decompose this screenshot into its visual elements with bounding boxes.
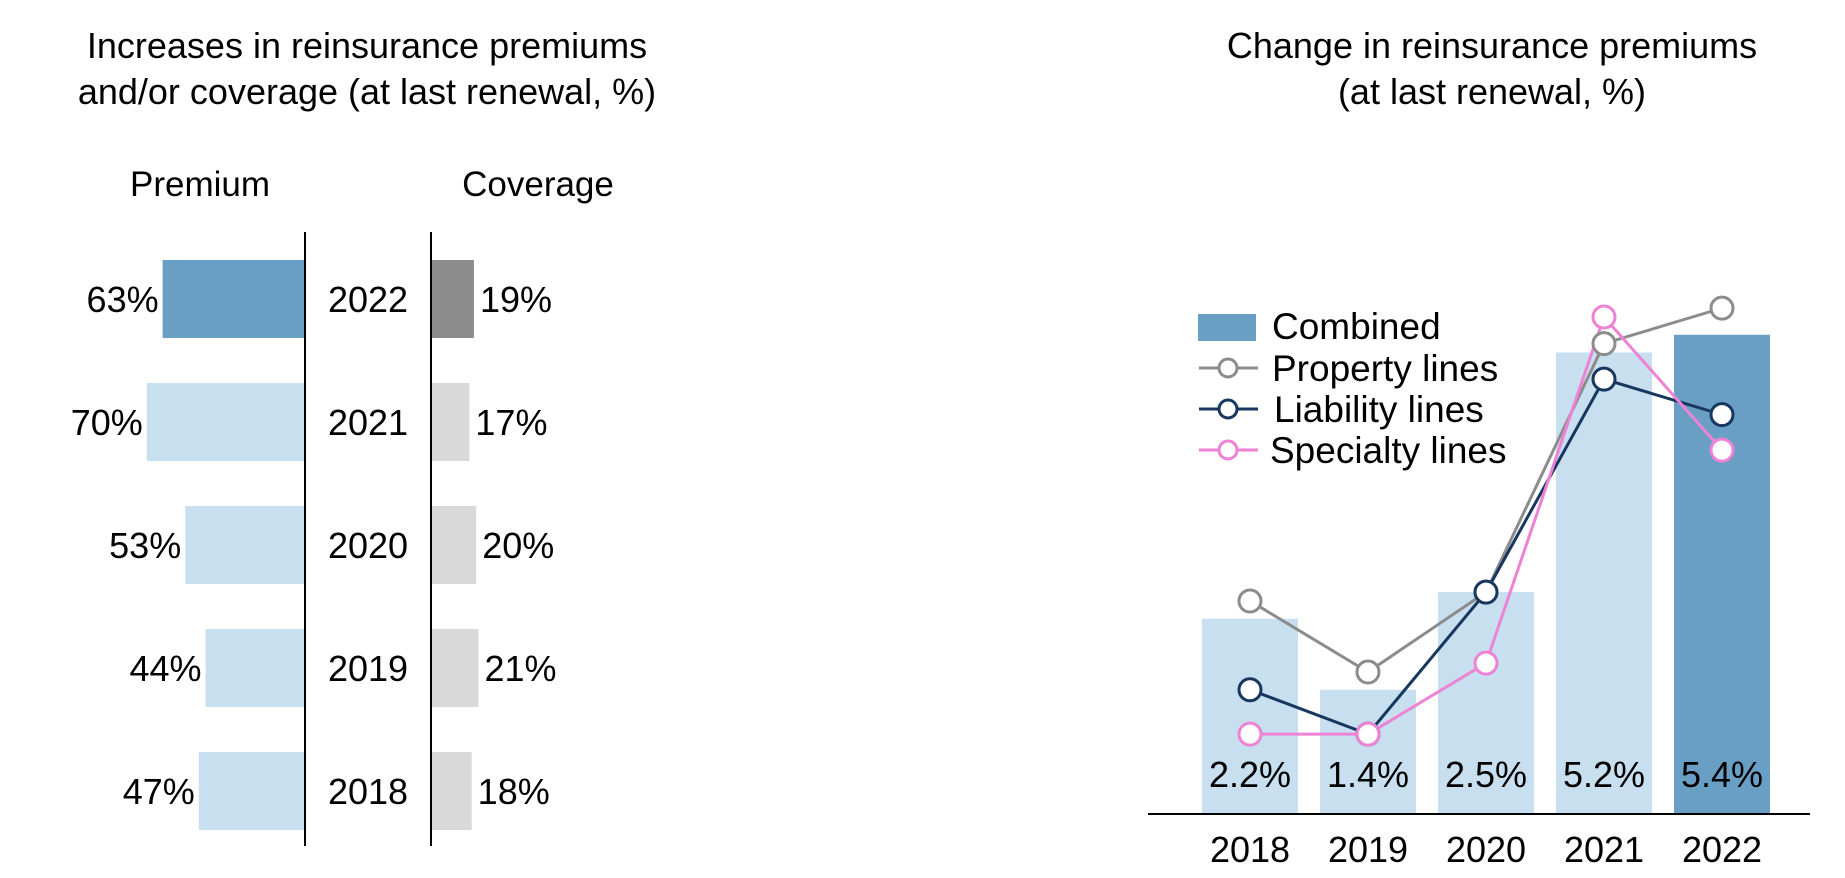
legend: Combined Property lines Liability lines … bbox=[1198, 306, 1507, 471]
coverage-label-2020: 20% bbox=[482, 525, 554, 566]
left-chart-title-line-1: Increases in reinsurance premiums bbox=[87, 25, 647, 66]
legend-label-specialty: Specialty lines bbox=[1270, 430, 1507, 471]
coverage-label-2021: 17% bbox=[475, 402, 547, 443]
line-series bbox=[1237, 295, 1735, 747]
coverage-label-2019: 21% bbox=[484, 648, 556, 689]
right-chart-title-line-1: Change in reinsurance premiums bbox=[1227, 25, 1757, 66]
property-point-2021 bbox=[1591, 331, 1617, 357]
premium-bar-2022 bbox=[162, 260, 305, 338]
year-label-2021: 2021 bbox=[328, 402, 408, 443]
year-label-2019: 2019 bbox=[328, 648, 408, 689]
coverage-label-2018: 18% bbox=[478, 771, 550, 812]
x-tick-label-2018: 2018 bbox=[1210, 829, 1290, 870]
coverage-label-2022: 19% bbox=[480, 279, 552, 320]
right-chart: Change in reinsurance premiums (at last … bbox=[1148, 25, 1810, 870]
legend-label-property: Property lines bbox=[1272, 348, 1498, 389]
left-chart: Increases in reinsurance premiums and/or… bbox=[71, 25, 656, 846]
legend-label-combined: Combined bbox=[1272, 306, 1441, 347]
specialty-point-2019 bbox=[1355, 721, 1381, 747]
left-bars: 63% 2022 19% 70% 2021 17% 53% 2020 20% 44% 2019 21%… bbox=[71, 260, 557, 830]
premium-header: Premium bbox=[130, 165, 270, 204]
legend-marker-specialty bbox=[1217, 439, 1239, 461]
liability-point-2020 bbox=[1473, 579, 1499, 605]
legend-marker-property bbox=[1217, 357, 1239, 379]
x-tick-label-2022: 2022 bbox=[1682, 829, 1762, 870]
specialty-point-2022 bbox=[1709, 437, 1735, 463]
coverage-bar-2022 bbox=[431, 260, 474, 338]
right-chart-title-line-2: (at last renewal, %) bbox=[1338, 71, 1646, 112]
property-point-2019 bbox=[1355, 659, 1381, 685]
x-tick-label-2020: 2020 bbox=[1446, 829, 1526, 870]
specialty-point-2020 bbox=[1473, 650, 1499, 676]
premium-bar-2019 bbox=[205, 629, 305, 707]
coverage-bar-2019 bbox=[431, 629, 479, 707]
premium-label-2018: 47% bbox=[123, 771, 195, 812]
premium-bar-2020 bbox=[185, 506, 305, 584]
combined-value-label-2020: 2.5% bbox=[1445, 754, 1527, 795]
x-tick-label-2019: 2019 bbox=[1328, 829, 1408, 870]
premium-bar-2018 bbox=[198, 752, 305, 830]
combined-bars bbox=[1202, 334, 1770, 814]
premium-bar-2021 bbox=[146, 383, 305, 461]
property-point-2018 bbox=[1237, 588, 1263, 614]
liability-point-2022 bbox=[1709, 402, 1735, 428]
combined-bar-2019 bbox=[1320, 689, 1416, 814]
coverage-bar-2021 bbox=[431, 383, 470, 461]
specialty-point-2021 bbox=[1591, 304, 1617, 330]
combined-bar-2021 bbox=[1556, 352, 1652, 814]
combined-value-label-2021: 5.2% bbox=[1563, 754, 1645, 795]
combined-bar-labels: 2.2% 1.4% 2.5% 5.2% 5.4% bbox=[1209, 754, 1763, 795]
year-label-2022: 2022 bbox=[328, 279, 408, 320]
coverage-bar-2018 bbox=[431, 752, 472, 830]
premium-label-2020: 53% bbox=[109, 525, 181, 566]
liability-point-2018 bbox=[1237, 677, 1263, 703]
coverage-header: Coverage bbox=[462, 165, 614, 204]
combined-value-label-2019: 1.4% bbox=[1327, 754, 1409, 795]
combined-bar-2018 bbox=[1202, 618, 1298, 814]
x-tick-label-2021: 2021 bbox=[1564, 829, 1644, 870]
legend-marker-liability bbox=[1217, 398, 1239, 420]
premium-label-2019: 44% bbox=[129, 648, 201, 689]
liability-point-2021 bbox=[1591, 366, 1617, 392]
legend-swatch-combined bbox=[1198, 314, 1256, 341]
combined-value-label-2022: 5.4% bbox=[1681, 754, 1763, 795]
coverage-bar-2020 bbox=[431, 506, 477, 584]
combined-value-label-2018: 2.2% bbox=[1209, 754, 1291, 795]
property-point-2022 bbox=[1709, 295, 1735, 321]
legend-label-liability: Liability lines bbox=[1274, 389, 1484, 430]
left-chart-title-line-2: and/or coverage (at last renewal, %) bbox=[78, 71, 656, 112]
year-label-2018: 2018 bbox=[328, 771, 408, 812]
x-tick-labels: 2018 2019 2020 2021 2022 bbox=[1210, 829, 1762, 870]
premium-label-2021: 70% bbox=[71, 402, 143, 443]
premium-label-2022: 63% bbox=[87, 279, 159, 320]
year-label-2020: 2020 bbox=[328, 525, 408, 566]
specialty-point-2018 bbox=[1237, 721, 1263, 747]
